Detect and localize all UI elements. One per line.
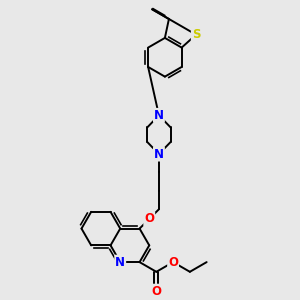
Text: O: O (151, 285, 161, 298)
Text: O: O (144, 212, 154, 225)
Text: N: N (154, 109, 164, 122)
Text: N: N (154, 148, 164, 160)
Text: O: O (168, 256, 178, 268)
Text: N: N (115, 256, 125, 268)
Text: S: S (192, 28, 200, 41)
